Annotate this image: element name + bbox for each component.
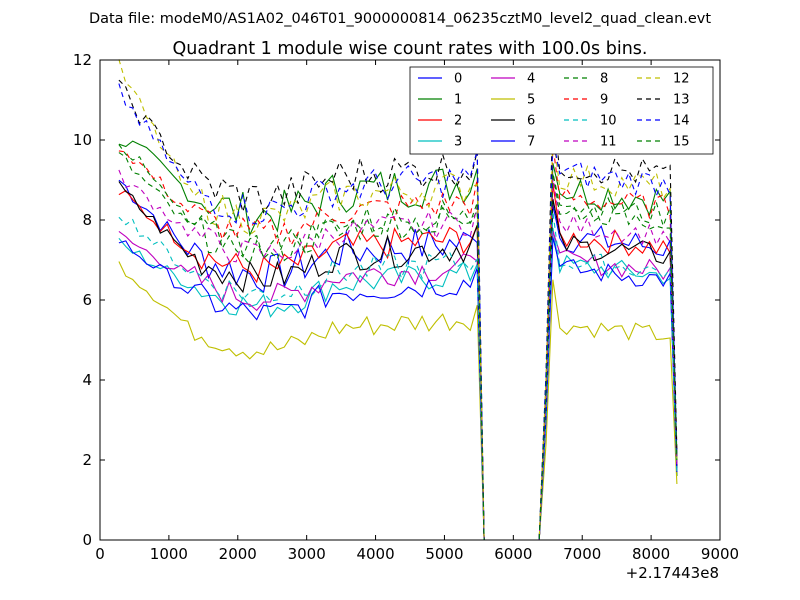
series-line-15 xyxy=(118,144,678,541)
y-tick-label: 2 xyxy=(82,451,92,469)
legend-label-4: 4 xyxy=(527,72,535,87)
legend-label-9: 9 xyxy=(600,93,608,108)
x-tick-label: 8000 xyxy=(632,545,670,563)
series-line-1 xyxy=(118,140,678,541)
y-tick-label: 10 xyxy=(73,131,92,149)
series-line-10 xyxy=(118,211,678,541)
chart-title: Quadrant 1 module wise count rates with … xyxy=(173,39,648,59)
legend-label-5: 5 xyxy=(527,93,535,108)
series-line-0 xyxy=(118,179,678,541)
y-tick-label: 0 xyxy=(82,531,92,549)
legend-label-8: 8 xyxy=(600,72,608,87)
x-tick-label: 6000 xyxy=(494,545,532,563)
legend-label-3: 3 xyxy=(454,135,462,150)
series-line-2 xyxy=(118,183,678,541)
x-tick-label: 2000 xyxy=(219,545,257,563)
series-line-8 xyxy=(118,152,678,541)
series-line-13 xyxy=(118,79,678,541)
legend-label-15: 15 xyxy=(673,135,690,150)
series-line-9 xyxy=(118,145,678,541)
series-line-7 xyxy=(118,237,678,541)
x-tick-label: 1000 xyxy=(150,545,188,563)
legend-label-12: 12 xyxy=(673,72,690,87)
legend-label-2: 2 xyxy=(454,114,462,129)
legend-box xyxy=(409,66,714,155)
x-offset-label: +2.17443e8 xyxy=(626,564,719,582)
legend-label-13: 13 xyxy=(673,93,690,108)
legend-label-11: 11 xyxy=(600,135,617,150)
ticks-layer: 0 1000 2000 3000 4000 5000 6000 7000 8000 9000 0 2 4… xyxy=(73,51,739,563)
series-line-11 xyxy=(118,169,678,541)
x-tick-label: 5000 xyxy=(425,545,463,563)
series-line-4 xyxy=(118,230,678,541)
legend-label-10: 10 xyxy=(600,114,617,129)
y-tick-label: 12 xyxy=(73,51,92,69)
legend-label-6: 6 xyxy=(527,114,535,129)
x-tick-label: 4000 xyxy=(356,545,394,563)
x-tick-label: 9000 xyxy=(701,545,739,563)
legend-label-7: 7 xyxy=(527,135,535,150)
series-line-3 xyxy=(118,227,678,541)
series-line-6 xyxy=(118,181,678,541)
legend-label-0: 0 xyxy=(454,72,462,87)
y-tick-label: 8 xyxy=(82,211,92,229)
chart-suptitle: Data file: modeM0/AS1A02_046T01_90000008… xyxy=(89,11,711,27)
series-line-12 xyxy=(118,59,678,541)
series-layer xyxy=(118,59,678,541)
x-tick-label: 3000 xyxy=(288,545,326,563)
series-line-14 xyxy=(118,83,678,541)
legend-label-14: 14 xyxy=(673,114,690,129)
y-tick-label: 6 xyxy=(82,291,92,309)
series-line-5 xyxy=(118,261,678,541)
legend-label-1: 1 xyxy=(454,93,462,108)
x-tick-label: 7000 xyxy=(563,545,601,563)
y-tick-label: 4 xyxy=(82,371,92,389)
x-tick-label: 0 xyxy=(95,545,105,563)
